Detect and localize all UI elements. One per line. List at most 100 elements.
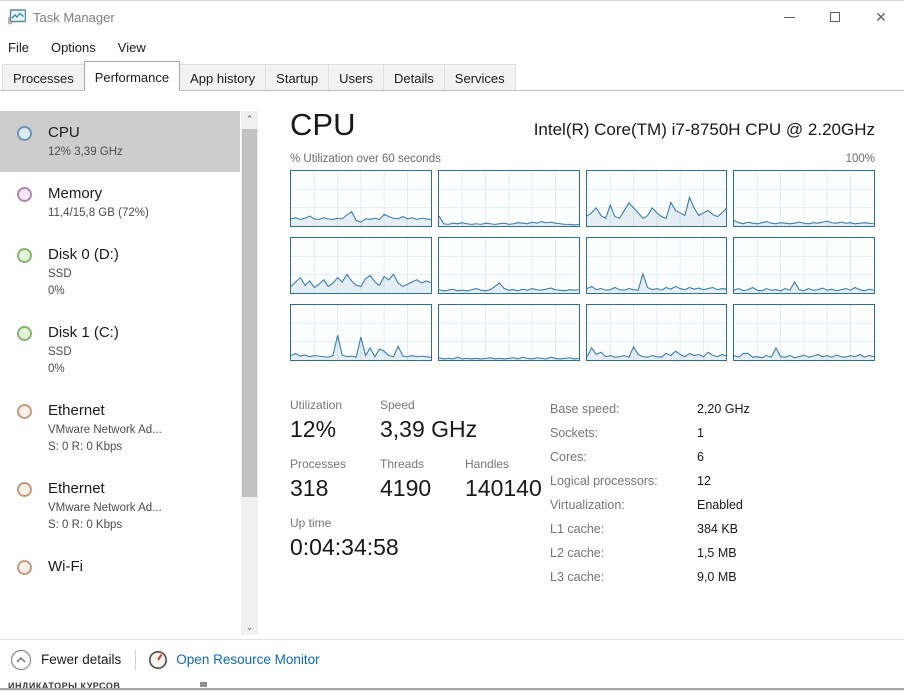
stat-sockets: Sockets: 1 <box>550 421 750 445</box>
stat-label: Virtualization: <box>550 498 625 512</box>
sidebar-item-ethernet-1[interactable]: Ethernet VMware Network Ad... S: 0 R: 0 … <box>0 389 240 467</box>
stat-l3-cache: L3 cache: 9,0 MB <box>550 565 750 589</box>
sidebar-item-title: Memory <box>48 185 103 202</box>
minimize-button[interactable] <box>766 1 812 33</box>
stat-label: Speed <box>380 398 415 412</box>
sidebar-item-subtitle: SSD <box>48 346 72 358</box>
tab-app-history[interactable]: App history <box>179 64 267 90</box>
sidebar-item-subtitle2: S: 0 R: 0 Kbps <box>48 519 123 531</box>
tab-processes[interactable]: Processes <box>2 64 85 90</box>
stat-value: 384 KB <box>697 522 739 536</box>
sidebar-item-ethernet-2[interactable]: Ethernet VMware Network Ad... S: 0 R: 0 … <box>0 467 240 545</box>
cpu-core-graph[interactable] <box>585 170 728 227</box>
stat-label: Sockets: <box>550 426 598 440</box>
stat-label: L1 cache: <box>550 522 605 536</box>
menu-options[interactable]: Options <box>50 39 96 55</box>
cpu-stats-static: Base speed: 2,20 GHz Sockets: 1 Cores: 6… <box>550 397 750 589</box>
open-resource-monitor-label: Open Resource Monitor <box>176 652 320 667</box>
task-manager-app-icon <box>8 9 26 25</box>
stat-value: 0:04:34:58 <box>290 534 399 560</box>
utilization-axis-label: % Utilization over 60 seconds <box>290 153 441 165</box>
stat-uptime: Up time 0:04:34:58 <box>290 515 399 561</box>
fewer-details-label: Fewer details <box>41 652 122 667</box>
sidebar-item-cpu[interactable]: CPU 12% 3,39 GHz <box>0 111 240 172</box>
sidebar-item-subtitle: 12% 3,39 GHz <box>48 146 123 158</box>
stat-label: Processes <box>290 457 347 471</box>
cpu-stats-dynamic: Utilization 12% Speed 3,39 GHz Processes… <box>290 397 550 574</box>
footer-bar: Fewer details Open Resource Monitor <box>0 639 904 679</box>
sidebar-item-title: Disk 0 (D:) <box>48 246 119 263</box>
stat-l2-cache: L2 cache: 1,5 MB <box>550 541 750 565</box>
sidebar-item-memory[interactable]: Memory 11,4/15,8 GB (72%) <box>0 172 240 233</box>
fewer-details-button[interactable]: Fewer details <box>10 649 121 671</box>
cpu-core-graph[interactable] <box>585 304 728 361</box>
stat-value: Enabled <box>697 498 743 512</box>
sidebar-item-title: Disk 1 (C:) <box>48 324 119 341</box>
cpu-core-graph[interactable] <box>290 237 432 294</box>
background-window-strip: ИНДИКАТОРЫ КУРСОВ <box>0 679 904 691</box>
sidebar-item-title: Wi-Fi <box>48 558 83 575</box>
cpu-core-graph[interactable] <box>290 304 432 361</box>
tab-bar: Processes Performance App history Startu… <box>0 61 904 91</box>
disk-graph-icon <box>17 248 32 263</box>
cpu-core-graph[interactable] <box>733 170 875 227</box>
stat-value: 6 <box>697 450 704 464</box>
sidebar-item-wifi[interactable]: Wi-Fi <box>0 545 240 589</box>
cpu-core-graph[interactable] <box>437 170 580 227</box>
window-title: Task Manager <box>33 9 115 25</box>
stat-processes: Processes 318 <box>290 456 380 502</box>
cpu-graph-icon <box>17 126 32 141</box>
footer-divider <box>135 649 137 670</box>
menu-file[interactable]: File <box>8 39 29 55</box>
background-mark <box>200 682 207 687</box>
tab-users[interactable]: Users <box>328 64 385 90</box>
open-resource-monitor-link[interactable]: Open Resource Monitor <box>148 650 320 670</box>
stat-utilization: Utilization 12% <box>290 397 380 443</box>
stat-value: 1,5 MB <box>697 546 737 560</box>
menu-view[interactable]: View <box>117 39 146 55</box>
window-controls: ✕ <box>766 1 904 33</box>
disk-graph-icon <box>17 326 32 341</box>
stat-value: 12% <box>290 416 337 442</box>
cpu-model-name: Intel(R) Core(TM) i7-8750H CPU @ 2.20GHz <box>533 120 875 139</box>
scrollbar-thumb[interactable] <box>242 129 257 497</box>
stat-label: Up time <box>290 516 332 530</box>
memory-graph-icon <box>17 187 32 202</box>
stat-value: 1 <box>697 426 704 440</box>
stat-label: Logical processors: <box>550 474 658 488</box>
stat-base-speed: Base speed: 2,20 GHz <box>550 397 750 421</box>
sidebar-item-subtitle2: 0% <box>48 285 65 297</box>
performance-content: CPU 12% 3,39 GHz Memory 11,4/15,8 GB (72… <box>0 91 904 639</box>
stat-value: 9,0 MB <box>697 570 737 584</box>
cpu-core-graph[interactable] <box>585 237 728 294</box>
scroll-down-icon[interactable]: ⌄ <box>245 621 254 632</box>
stat-speed: Speed 3,39 GHz <box>380 397 477 443</box>
maximize-button[interactable] <box>812 1 858 33</box>
close-icon: ✕ <box>875 9 887 25</box>
tab-startup[interactable]: Startup <box>265 64 330 90</box>
sidebar-item-disk-1[interactable]: Disk 1 (C:) SSD 0% <box>0 311 240 389</box>
sidebar-item-subtitle2: S: 0 R: 0 Kbps <box>48 441 123 453</box>
sidebar-item-title: CPU <box>48 124 80 141</box>
cpu-core-graph[interactable] <box>733 304 875 361</box>
sidebar-item-disk-0[interactable]: Disk 0 (D:) SSD 0% <box>0 233 240 311</box>
close-button[interactable]: ✕ <box>858 1 904 33</box>
tab-performance[interactable]: Performance <box>83 61 181 91</box>
stat-value: 4190 <box>380 475 432 501</box>
resource-monitor-gauge-icon <box>149 650 168 669</box>
scroll-up-icon[interactable]: ⌃ <box>245 113 254 124</box>
cpu-core-graph[interactable] <box>437 304 580 361</box>
stat-label: Handles <box>465 457 510 471</box>
tab-details[interactable]: Details <box>383 64 445 90</box>
network-graph-icon <box>17 404 32 419</box>
stat-logical-processors: Logical processors: 12 <box>550 469 750 493</box>
stat-label: Threads <box>380 457 425 471</box>
cpu-core-graph[interactable] <box>437 237 580 294</box>
tab-services[interactable]: Services <box>443 64 516 90</box>
cpu-core-graph[interactable] <box>733 237 875 294</box>
stat-value: 140140 <box>465 475 542 501</box>
sidebar-scrollbar[interactable]: ⌃ ⌄ <box>241 111 258 635</box>
stat-l1-cache: L1 cache: 384 KB <box>550 517 750 541</box>
cpu-core-graph[interactable] <box>290 170 432 227</box>
